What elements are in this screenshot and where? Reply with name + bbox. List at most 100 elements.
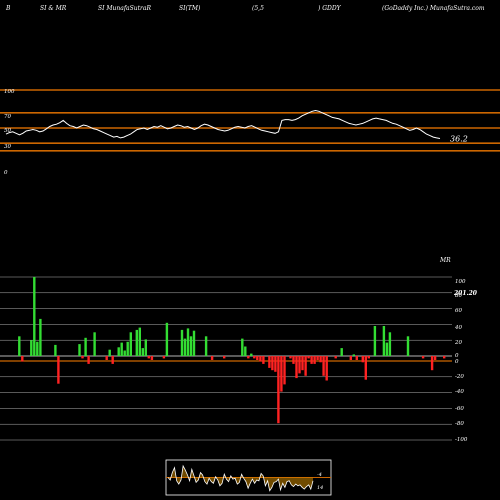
mrsi-tick-label-5: 0 (455, 353, 459, 359)
rsi-last-value-label: 36.2 (450, 134, 468, 143)
mrsi-bar-105 (322, 356, 325, 376)
mrsi-bar-8 (30, 340, 33, 356)
mrsi-bar-17 (57, 356, 60, 384)
mrsi-bar-82 (253, 356, 256, 359)
mrsi-bar-126 (385, 342, 389, 356)
mrsi-bar-34 (108, 349, 111, 356)
mrsi-bar-111 (340, 348, 343, 356)
mrsi-bar-29 (93, 332, 96, 356)
mrsi-bar-141 (430, 356, 434, 371)
mrsi-bar-38 (120, 342, 123, 356)
mrsi-bar-101 (310, 356, 313, 364)
mrsi-bar-78 (241, 338, 244, 356)
mrsi-bar-5 (21, 356, 24, 362)
mrsi-tick-label-7: -20 (455, 374, 464, 380)
mrsi-bar-92 (283, 356, 286, 385)
rsi-panel: 100 70 50 30 0 36.2 (0, 89, 500, 176)
mrsi-bar-90 (277, 356, 280, 424)
mini-label-1: 14 (317, 485, 323, 491)
mrsi-bar-133 (406, 336, 410, 357)
mrsi-bar-100 (307, 356, 310, 359)
rsi-tick-label-1: 70 (4, 114, 11, 120)
mrsi-bar-37 (117, 347, 120, 356)
mrsi-bar-53 (165, 322, 169, 356)
header-segment-7: (GoDaddy Inc.) MunafaSutra.com (382, 5, 485, 12)
mini-panel: -4 14 (165, 459, 332, 496)
mrsi-bar-27 (87, 356, 90, 364)
mrsi-bar-39 (123, 350, 126, 356)
mrsi-bar-25 (81, 356, 84, 359)
mrsi-bar-59 (183, 338, 187, 356)
mrsi-bar-91 (280, 356, 283, 392)
mrsi-bar-33 (105, 356, 108, 360)
mrsi-bar-118 (361, 356, 364, 363)
mrsi-bar-45 (141, 348, 144, 356)
mini-line (167, 464, 314, 492)
mrsi-bar-10 (36, 341, 39, 356)
mrsi-bar-46 (144, 339, 147, 356)
mrsi-bar-66 (204, 336, 208, 357)
mrsi-bar-84 (259, 356, 262, 362)
mrsi-bar-145 (443, 356, 446, 359)
mrsi-bar-24 (78, 344, 81, 356)
mrsi-bar-119 (364, 356, 367, 380)
mrsi-bar-68 (210, 356, 214, 360)
mrsi-tick-label-11: -100 (455, 437, 468, 443)
mrsi-bar-98 (301, 356, 304, 371)
mrsi-bar-120 (367, 356, 370, 359)
mrsi-tick-label-1: 80 (455, 293, 462, 299)
mrsi-bar-125 (382, 326, 386, 356)
mrsi-tick-label-10: -80 (455, 421, 464, 427)
mrsi-bar-4 (18, 336, 21, 357)
mrsi-bar-104 (319, 356, 322, 363)
mrsi-tick-label-6: 0 (455, 359, 459, 365)
mrsi-tick-label-3: 40 (454, 325, 462, 331)
mrsi-bar-116 (355, 356, 358, 360)
mrsi-bar-81 (250, 353, 253, 356)
header-segment-5: (5,5 (252, 5, 264, 12)
rsi-tick-label-2: 50 (4, 128, 11, 134)
mrsi-bar-60 (186, 328, 190, 357)
rsi-tick-label-4: 0 (4, 170, 8, 176)
mrsi-bar-62 (192, 330, 196, 356)
mrsi-bar-52 (162, 356, 166, 359)
header-segment-6: ) GDDY (318, 5, 341, 12)
mrsi-bar-88 (271, 356, 274, 371)
header-segment-4: SI(TM) (179, 5, 201, 12)
mrsi-bar-47 (147, 356, 150, 359)
mrsi-bar-95 (292, 356, 295, 364)
mrsi-bar-79 (244, 346, 247, 356)
mrsi-bar-40 (126, 341, 129, 356)
mrsi-bar-43 (135, 329, 138, 356)
rsi-tick-label-3: 30 (4, 144, 11, 150)
mrsi-tick-label-2: 60 (455, 308, 462, 314)
mrsi-bar-102 (313, 356, 316, 364)
mini-label-0: -4 (317, 472, 322, 478)
mrsi-bar-35 (111, 356, 114, 364)
mrsi-bar-142 (433, 356, 437, 360)
mrsi-tick-label-0: 100 (455, 279, 466, 285)
mrsi-bar-85 (262, 356, 265, 364)
mrsi-bar-103 (316, 356, 319, 360)
header-segment-3: SI MunafaSutraR (98, 5, 151, 12)
mrsi-bar-114 (349, 356, 352, 360)
mrsi-bar-106 (325, 356, 328, 381)
mrsi-bar-115 (352, 354, 355, 356)
mrsi-bar-138 (421, 356, 425, 359)
mrsi-title: MR (439, 257, 451, 264)
mrsi-bar-48 (150, 356, 154, 360)
header-segment-1: B (6, 5, 11, 12)
mrsi-bar-97 (298, 356, 301, 374)
mrsi-bar-122 (373, 326, 377, 356)
mrsi-tick-label-8: -40 (455, 389, 464, 395)
mrsi-bar-94 (289, 356, 292, 359)
rsi-line (5, 109, 441, 139)
mrsi-tick-label-9: -60 (455, 406, 464, 412)
mrsi-bar-11 (39, 318, 42, 356)
header-segment-2: SI & MR (40, 5, 67, 12)
mrsi-tick-label-4: 20 (454, 340, 462, 346)
mrsi-bar-99 (304, 356, 307, 376)
mrsi-bar-61 (189, 336, 193, 357)
mrsi-bar-96 (295, 356, 298, 379)
